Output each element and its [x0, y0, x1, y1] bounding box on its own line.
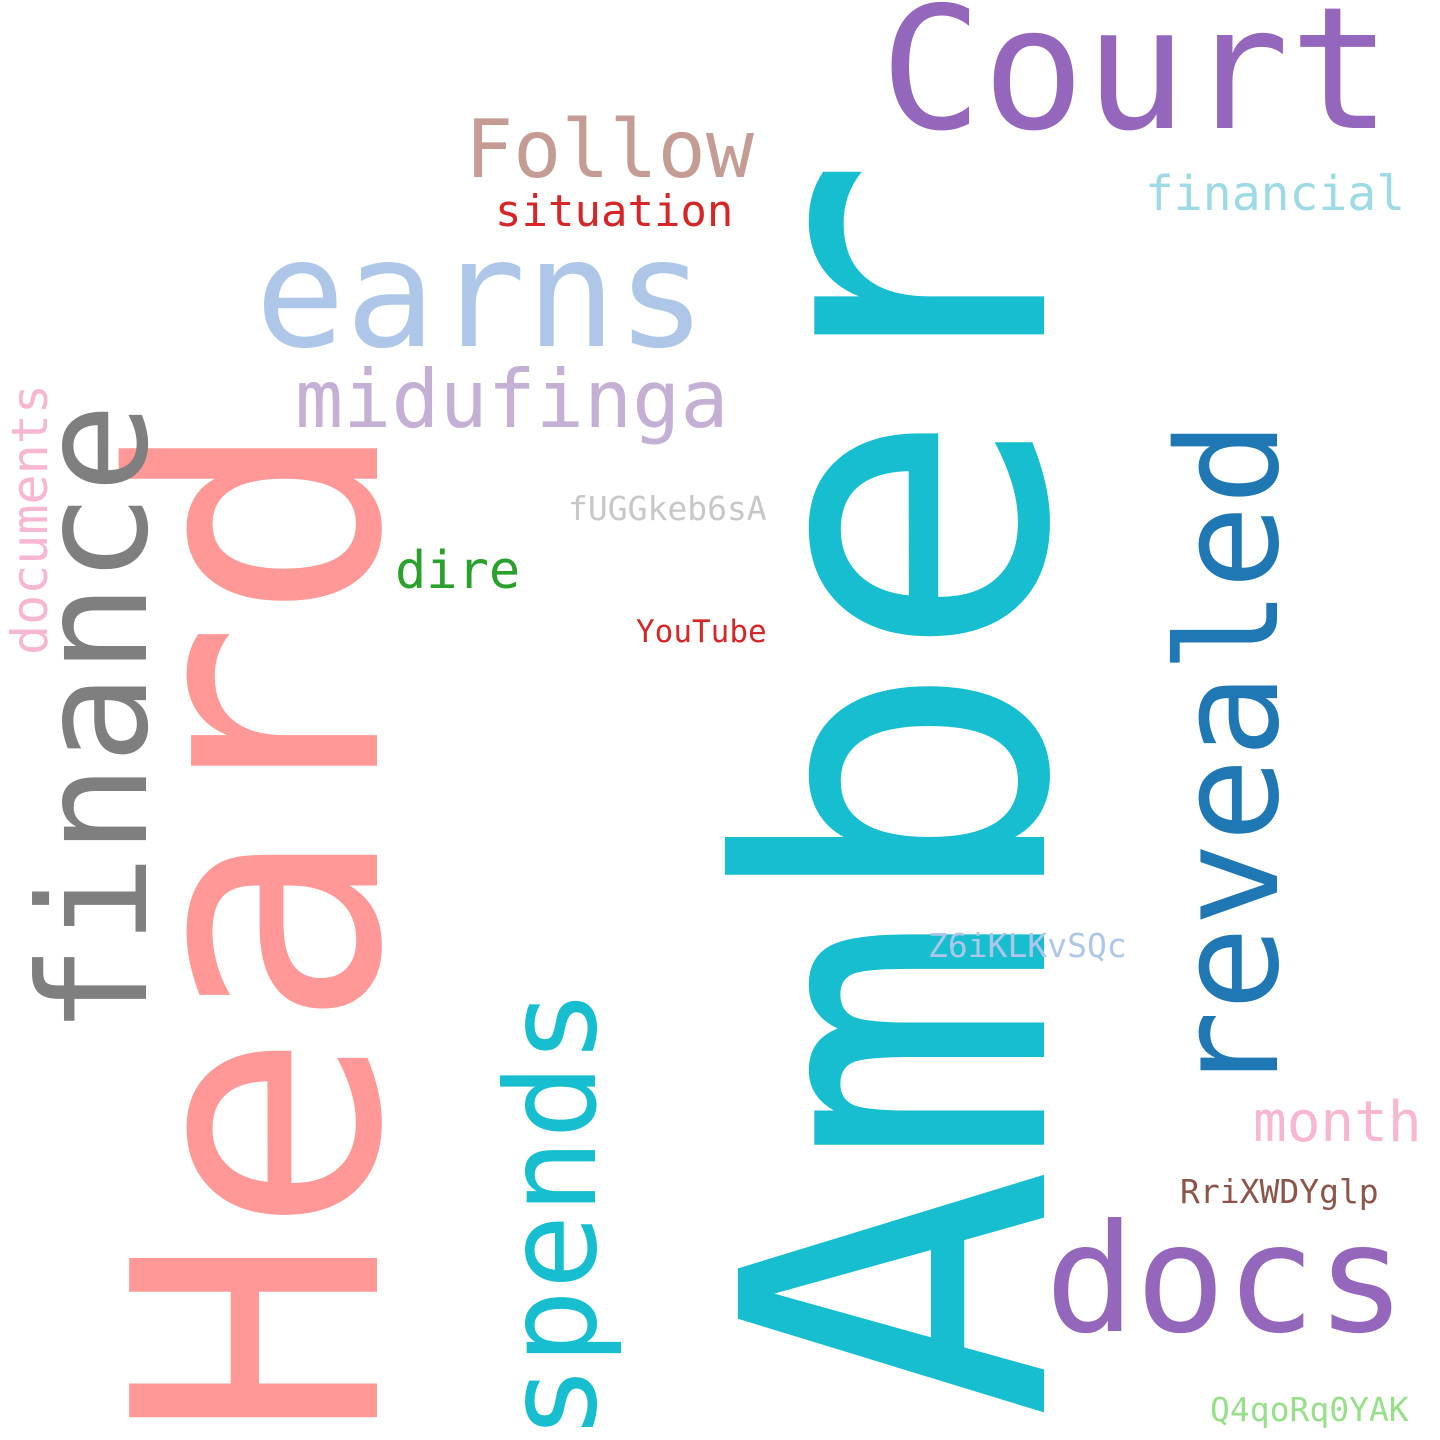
word-month: month — [1253, 1090, 1422, 1155]
word-rrixwdyglp: RriXWDYglp — [1180, 1172, 1379, 1211]
word-midufinga: midufinga — [295, 353, 729, 446]
word-court: Court — [880, 0, 1392, 169]
word-z6iklkvsqc: Z6iKLKvSQc — [928, 926, 1127, 965]
word-docs: docs — [1045, 1193, 1407, 1367]
word-fuggkeb6sa: fUGGkeb6sA — [568, 489, 767, 528]
word-follow: Follow — [465, 103, 754, 196]
word-spends: spends — [480, 988, 625, 1440]
word-dire: dire — [395, 541, 521, 601]
word-youtube: YouTube — [636, 614, 767, 650]
word-financial: financial — [1145, 166, 1406, 222]
word-revealed: revealed — [1148, 420, 1311, 1095]
word-earns: earns — [255, 208, 707, 382]
word-documents: documents — [1, 384, 59, 655]
word-situation: situation — [495, 186, 734, 237]
word-q4qorq0yak: Q4qoRq0YAK — [1210, 1390, 1409, 1429]
